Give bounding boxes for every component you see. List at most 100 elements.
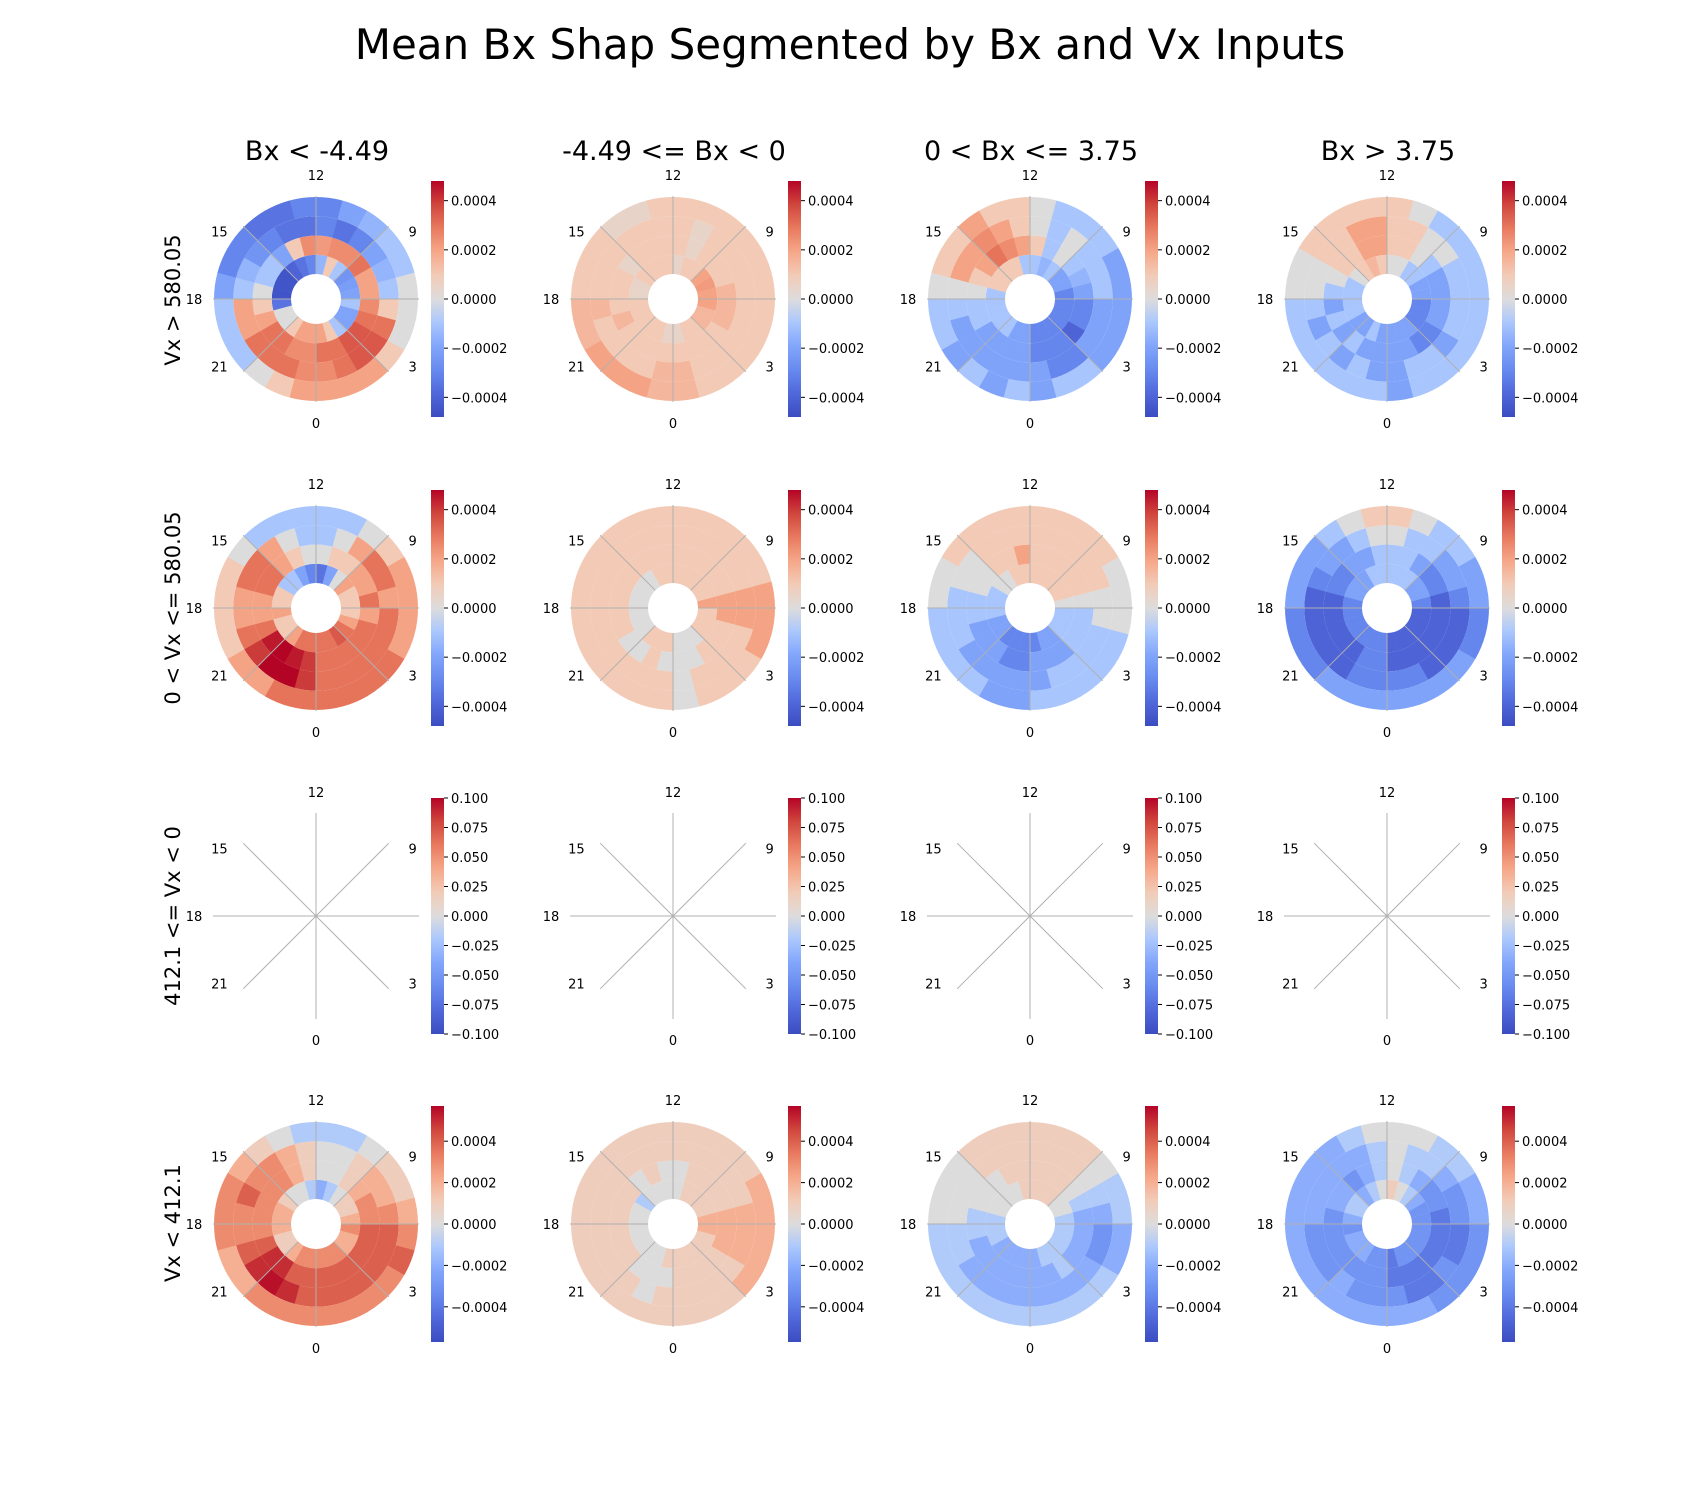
heat-cell: [704, 343, 732, 371]
heat-cell: [1331, 563, 1356, 587]
heat-cell: [1061, 1245, 1086, 1269]
heat-cell: [1074, 330, 1102, 358]
heat-cell: [717, 1255, 745, 1283]
colorbar-tick-label: −0.0004: [451, 1301, 507, 1316]
heat-cell: [744, 319, 772, 350]
heat-cell: [752, 1223, 775, 1251]
heat-cell: [928, 1224, 951, 1251]
heat-cell: [299, 544, 316, 566]
heat-cell: [233, 608, 255, 630]
heat-cell: [1348, 576, 1370, 596]
heat-cell: [971, 343, 999, 371]
heat-cell: [1387, 669, 1409, 691]
heat-cell: [327, 337, 349, 361]
hour-label: 21: [1282, 1286, 1299, 1301]
heat-cell: [304, 323, 317, 344]
heat-cell: [1344, 276, 1366, 293]
heat-cell: [684, 1262, 706, 1286]
heat-cell: [689, 1143, 715, 1170]
heat-cell: [214, 1197, 237, 1225]
heat-cell: [328, 625, 348, 647]
colorbar-tick-label: 0.0002: [1165, 244, 1211, 259]
heat-cell: [641, 569, 661, 591]
heat-cell: [590, 1202, 612, 1225]
heat-cell: [358, 1207, 380, 1224]
grid-line: [333, 625, 390, 682]
polar-panel-r2-c1: 12 9 18 15 21 3 0 0.0004 0.0002 0.0000 −0.0002 −0.0…: [186, 478, 508, 741]
heat-cell: [971, 652, 999, 680]
colorbar-tick-label: −0.025: [1522, 940, 1570, 955]
heat-cell: [1407, 1125, 1438, 1153]
heat-cell: [1342, 330, 1366, 355]
heat-cell: [931, 248, 959, 279]
hour-label: 9: [409, 225, 417, 240]
heat-cell: [1404, 620, 1426, 640]
heat-cell: [1360, 506, 1387, 529]
heat-cell: [957, 1282, 990, 1313]
hour-label: 18: [543, 293, 560, 308]
heat-cell: [1007, 1181, 1024, 1203]
hour-label: 12: [308, 786, 325, 801]
heat-cell: [1298, 535, 1329, 568]
heat-cell: [704, 562, 728, 586]
heat-cell: [1101, 556, 1129, 587]
heat-cell: [1030, 1285, 1052, 1307]
heat-cell: [377, 1202, 399, 1224]
heat-cell: [1448, 1202, 1470, 1224]
heat-cell: [1091, 298, 1113, 321]
polar-panel-r3-c2: 12 9 18 15 21 3 0 0.100 0.075 0.050 0.025 0.000 −0.0…: [543, 786, 856, 1049]
heat-cell: [609, 1224, 631, 1241]
heat-cell: [304, 632, 317, 653]
hour-label: 15: [1282, 225, 1299, 240]
heat-cell: [1375, 1248, 1388, 1269]
heat-cell: [1091, 607, 1113, 630]
heat-cell: [377, 298, 399, 321]
heat-cell: [294, 216, 316, 238]
heat-cell: [1344, 1230, 1366, 1247]
grid-line: [690, 534, 747, 591]
colorbar: [1145, 181, 1158, 417]
heat-cell: [337, 276, 359, 293]
heat-cell: [1348, 311, 1370, 331]
grid-line: [333, 1150, 390, 1207]
colorbar-tick-label: 0.000: [451, 910, 488, 925]
heat-cell: [640, 546, 662, 570]
heat-cell: [252, 299, 274, 316]
heat-cell: [1029, 563, 1042, 584]
heat-cell: [998, 260, 1018, 282]
heat-cell: [1051, 585, 1073, 602]
heat-cell: [1408, 552, 1432, 577]
heat-cell: [1411, 287, 1432, 299]
heat-cell: [656, 341, 674, 363]
heat-cell: [357, 357, 389, 388]
colorbar-tick-label: 0.025: [451, 881, 488, 896]
heat-cell: [694, 552, 718, 577]
heat-cell: [316, 323, 328, 344]
grid-line: [956, 915, 1031, 990]
heat-cell: [1084, 315, 1111, 341]
colorbar-tick-label: 0.0004: [1165, 504, 1211, 519]
heat-cell: [1061, 1178, 1085, 1202]
heat-cell: [600, 357, 633, 388]
heat-cell: [360, 1165, 388, 1193]
colorbar-tick-label: −0.0004: [1522, 391, 1578, 406]
heat-cell: [704, 629, 729, 653]
heat-cell: [590, 299, 612, 321]
grid-line: [1313, 316, 1370, 373]
heat-cell: [293, 1181, 310, 1203]
heat-cell: [631, 662, 657, 689]
heat-cell: [711, 1191, 735, 1213]
heat-cell: [679, 320, 696, 342]
heat-cell: [374, 535, 405, 567]
heat-cell: [354, 619, 378, 640]
hour-label: 12: [1022, 478, 1039, 493]
polar-panel-r3-c1: 12 9 18 15 21 3 0 0.100 0.075 0.050 0.025 0.000 −0.0…: [186, 786, 499, 1049]
heat-cell: [752, 607, 775, 635]
heat-cell: [328, 569, 348, 591]
colorbar-tick-label: 0.0002: [1522, 553, 1568, 568]
heat-cell: [684, 646, 706, 670]
colorbar-tick-label: −0.0002: [1165, 651, 1221, 666]
heat-cell: [1332, 1246, 1356, 1270]
heat-cell: [336, 509, 367, 537]
heat-cell: [987, 1230, 1009, 1247]
